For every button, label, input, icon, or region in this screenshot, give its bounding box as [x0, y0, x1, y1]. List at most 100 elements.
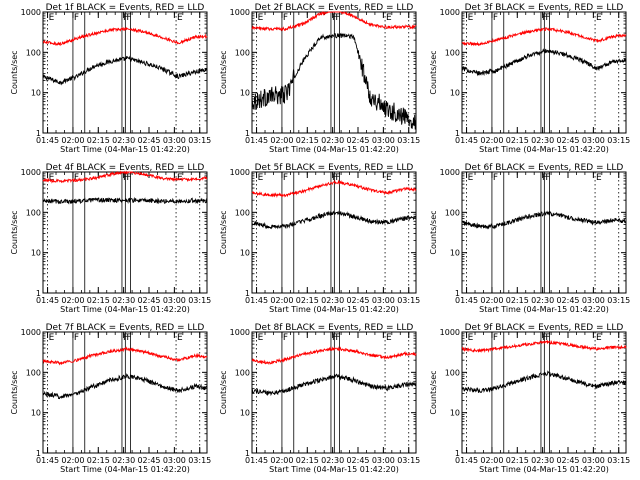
x-tick-label: 02:00: [61, 296, 84, 305]
interval-marker-label: E: [596, 173, 602, 183]
x-tick-label: 03:15: [607, 136, 630, 145]
y-tick-label: 100: [445, 208, 460, 217]
x-tick-label: 03:00: [372, 136, 395, 145]
x-tick-label: 01:45: [36, 456, 59, 465]
y-axis: 1 10 100 1000: [440, 168, 626, 298]
x-tick-label: 03:15: [397, 136, 420, 145]
series-line-lld: [251, 346, 417, 365]
x-axis-label: Start Time (04-Mar-15 01:42:20): [60, 465, 190, 474]
plot-title: Det 5f BLACK = Events, RED = LLD: [255, 163, 414, 173]
x-tick-label: 01:45: [245, 136, 268, 145]
x-tick-label: 02:00: [480, 136, 503, 145]
series-line-events: [251, 32, 417, 130]
interval-marker-label: F: [335, 333, 340, 343]
interval-marker-label: E: [49, 13, 55, 23]
interval-marker-label: E: [177, 13, 183, 23]
series-line-events: [461, 210, 627, 230]
x-tick-label: 02:45: [346, 456, 369, 465]
y-tick-label: 10: [450, 89, 460, 98]
plot-title: Det 7f BLACK = Events, RED = LLD: [46, 323, 205, 333]
series-line-events: [461, 48, 627, 77]
x-axis-label: Start Time (04-Mar-15 01:42:20): [269, 145, 399, 154]
y-tick-label: 100: [235, 48, 250, 57]
series-line-lld: [461, 27, 627, 47]
plot-title: Det 9f BLACK = Events, RED = LLD: [465, 323, 624, 333]
interval-marker-label: F: [283, 13, 288, 23]
y-tick-label: 1000: [440, 328, 460, 337]
x-tick-label: 02:15: [87, 136, 110, 145]
interval-marker-label: F: [283, 333, 288, 343]
x-axis: 01:45 02:00 02:15 02:30 02:45 03:00 03:15: [245, 332, 420, 465]
x-axis-label: Start Time (04-Mar-15 01:42:20): [479, 305, 609, 314]
interval-markers: EFFFE: [466, 12, 620, 133]
series-line-lld: [42, 170, 208, 184]
y-tick-label: 1000: [230, 8, 250, 17]
y-tick-label: 10: [31, 89, 41, 98]
x-tick-label: 02:15: [87, 456, 110, 465]
y-axis-label: Counts/sec: [219, 210, 228, 254]
x-tick-label: 02:15: [296, 456, 319, 465]
x-tick-label: 02:45: [137, 296, 160, 305]
x-tick-label: 01:45: [36, 136, 59, 145]
y-tick-label: 100: [26, 208, 41, 217]
y-tick-label: 100: [445, 48, 460, 57]
x-tick-label: 03:15: [397, 296, 420, 305]
interval-marker-label: E: [468, 13, 474, 23]
y-tick-label: 10: [450, 409, 460, 418]
y-axis-label: Counts/sec: [10, 50, 19, 94]
interval-marker-label: E: [468, 173, 474, 183]
x-tick-label: 03:15: [188, 296, 211, 305]
y-tick-label: 1: [455, 289, 460, 298]
x-tick-label: 01:45: [245, 456, 268, 465]
y-tick-label: 10: [31, 409, 41, 418]
y-tick-label: 10: [450, 249, 460, 258]
y-axis-label: Counts/sec: [219, 50, 228, 94]
x-tick-label: 03:15: [607, 456, 630, 465]
interval-marker-label: E: [386, 173, 392, 183]
y-tick-label: 1: [455, 129, 460, 138]
x-tick-label: 02:15: [506, 296, 529, 305]
x-tick-label: 02:00: [270, 456, 293, 465]
interval-marker-label: E: [468, 333, 474, 343]
y-tick-label: 100: [445, 368, 460, 377]
x-axis-label: Start Time (04-Mar-15 01:42:20): [479, 465, 609, 474]
series-line-lld: [251, 11, 417, 32]
x-tick-label: 02:00: [480, 296, 503, 305]
y-tick-label: 1000: [230, 328, 250, 337]
interval-marker-label: F: [493, 333, 498, 343]
plot-title: Det 2f BLACK = Events, RED = LLD: [255, 3, 414, 13]
interval-markers: EFFFE: [47, 172, 201, 293]
y-tick-label: 1: [455, 449, 460, 458]
x-tick-label: 01:45: [245, 296, 268, 305]
x-tick-label: 02:45: [346, 136, 369, 145]
x-axis: 01:45 02:00 02:15 02:30 02:45 03:00 03:15: [455, 332, 630, 465]
interval-marker-label: F: [74, 13, 79, 23]
x-tick-label: 02:45: [556, 296, 579, 305]
y-tick-label: 1: [36, 289, 41, 298]
plot-panel-9: Det 9f BLACK = Events, RED = LLD 1 10 100 10…: [429, 323, 630, 474]
x-tick-label: 03:15: [397, 456, 420, 465]
interval-marker-label: E: [386, 13, 392, 23]
interval-marker-label: F: [545, 333, 550, 343]
x-tick-label: 02:30: [112, 456, 135, 465]
x-tick-label: 01:45: [455, 456, 478, 465]
x-tick-label: 01:45: [455, 136, 478, 145]
y-tick-label: 1000: [21, 8, 41, 17]
y-tick-label: 1000: [440, 168, 460, 177]
series-line-events: [42, 373, 208, 400]
plot-panel-6: Det 6f BLACK = Events, RED = LLD 1 10 100 10…: [429, 163, 630, 314]
y-tick-label: 100: [235, 208, 250, 217]
y-tick-label: 1: [245, 129, 250, 138]
interval-marker-label: F: [74, 173, 79, 183]
interval-marker-label: E: [49, 173, 55, 183]
y-tick-label: 1: [245, 449, 250, 458]
x-tick-label: 03:15: [188, 136, 211, 145]
plot-panel-4: Det 4f BLACK = Events, RED = LLD 1 10 100 10…: [10, 163, 211, 314]
interval-marker-label: F: [545, 13, 550, 23]
x-tick-label: 02:30: [531, 136, 554, 145]
x-tick-label: 02:30: [531, 456, 554, 465]
x-tick-label: 02:45: [556, 136, 579, 145]
x-axis: 01:45 02:00 02:15 02:30 02:45 03:00 03:15: [36, 12, 211, 145]
interval-marker-label: F: [335, 13, 340, 23]
y-tick-label: 100: [26, 48, 41, 57]
